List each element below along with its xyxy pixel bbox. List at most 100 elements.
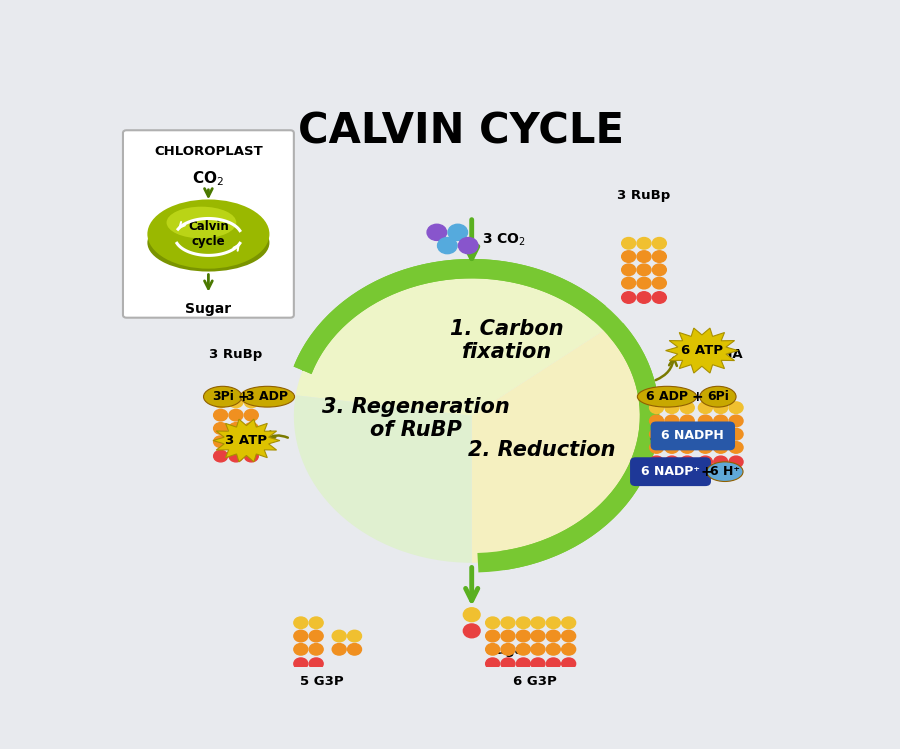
Text: CALVIN CYCLE: CALVIN CYCLE bbox=[298, 110, 625, 152]
Circle shape bbox=[293, 617, 308, 628]
Circle shape bbox=[464, 624, 480, 638]
Circle shape bbox=[714, 402, 728, 413]
Text: CO$_2$: CO$_2$ bbox=[193, 169, 224, 187]
Circle shape bbox=[714, 456, 728, 467]
Ellipse shape bbox=[240, 386, 294, 407]
Wedge shape bbox=[295, 269, 612, 416]
Wedge shape bbox=[294, 395, 472, 562]
Circle shape bbox=[213, 396, 228, 407]
Circle shape bbox=[486, 630, 500, 642]
Circle shape bbox=[729, 456, 743, 467]
Circle shape bbox=[428, 224, 446, 240]
Circle shape bbox=[517, 643, 530, 655]
Circle shape bbox=[293, 643, 308, 655]
Circle shape bbox=[448, 224, 467, 240]
Text: 6 NADPH: 6 NADPH bbox=[662, 429, 724, 443]
Circle shape bbox=[310, 617, 323, 628]
Circle shape bbox=[244, 396, 258, 407]
Circle shape bbox=[464, 607, 480, 622]
Ellipse shape bbox=[166, 207, 237, 238]
Polygon shape bbox=[213, 419, 280, 462]
Circle shape bbox=[698, 428, 713, 440]
Text: 3. Regeneration
of RuBP: 3. Regeneration of RuBP bbox=[322, 397, 509, 440]
Circle shape bbox=[562, 617, 576, 628]
Polygon shape bbox=[666, 328, 738, 373]
Ellipse shape bbox=[706, 462, 743, 482]
Circle shape bbox=[680, 402, 694, 413]
Circle shape bbox=[680, 428, 694, 440]
Circle shape bbox=[622, 277, 635, 289]
Circle shape bbox=[650, 402, 663, 413]
Circle shape bbox=[244, 450, 258, 462]
Circle shape bbox=[244, 410, 258, 421]
Ellipse shape bbox=[700, 386, 736, 407]
Circle shape bbox=[531, 643, 545, 655]
Circle shape bbox=[698, 442, 713, 453]
Circle shape bbox=[293, 630, 308, 642]
Text: +: + bbox=[700, 464, 712, 479]
Circle shape bbox=[310, 643, 323, 655]
Circle shape bbox=[347, 643, 362, 655]
Ellipse shape bbox=[148, 199, 269, 269]
Circle shape bbox=[229, 436, 243, 447]
Circle shape bbox=[562, 643, 576, 655]
Circle shape bbox=[437, 237, 457, 254]
Text: 3 ADP: 3 ADP bbox=[247, 390, 288, 403]
Wedge shape bbox=[472, 325, 650, 562]
Ellipse shape bbox=[203, 386, 242, 407]
Circle shape bbox=[714, 428, 728, 440]
Text: Calvin
cycle: Calvin cycle bbox=[188, 220, 229, 248]
Circle shape bbox=[698, 456, 713, 467]
Circle shape bbox=[501, 617, 515, 628]
Circle shape bbox=[229, 396, 243, 407]
Circle shape bbox=[229, 422, 243, 434]
FancyBboxPatch shape bbox=[123, 130, 293, 318]
Circle shape bbox=[652, 277, 666, 289]
Circle shape bbox=[229, 410, 243, 421]
Circle shape bbox=[517, 617, 530, 628]
Circle shape bbox=[310, 630, 323, 642]
Circle shape bbox=[517, 630, 530, 642]
Circle shape bbox=[622, 237, 635, 249]
Circle shape bbox=[729, 402, 743, 413]
Circle shape bbox=[562, 658, 576, 670]
Circle shape bbox=[637, 237, 651, 249]
Circle shape bbox=[729, 428, 743, 440]
Circle shape bbox=[501, 630, 515, 642]
Circle shape bbox=[665, 428, 679, 440]
Circle shape bbox=[680, 415, 694, 427]
Text: 6 H⁺: 6 H⁺ bbox=[710, 465, 740, 478]
Text: 3Pi: 3Pi bbox=[212, 390, 234, 403]
Circle shape bbox=[650, 415, 663, 427]
Circle shape bbox=[531, 658, 545, 670]
Circle shape bbox=[665, 415, 679, 427]
Circle shape bbox=[665, 442, 679, 453]
Circle shape bbox=[244, 436, 258, 447]
Circle shape bbox=[650, 442, 663, 453]
Circle shape bbox=[637, 264, 651, 276]
Circle shape bbox=[637, 251, 651, 262]
Circle shape bbox=[729, 415, 743, 427]
Text: 6 3-PGA: 6 3-PGA bbox=[682, 348, 742, 361]
FancyBboxPatch shape bbox=[651, 422, 735, 450]
Circle shape bbox=[546, 630, 561, 642]
Text: 3 RuBp: 3 RuBp bbox=[617, 189, 670, 202]
Circle shape bbox=[562, 630, 576, 642]
Circle shape bbox=[229, 450, 243, 462]
Ellipse shape bbox=[637, 386, 697, 407]
Text: CHLOROPLAST: CHLOROPLAST bbox=[154, 145, 263, 158]
Circle shape bbox=[501, 658, 515, 670]
Text: 6 NADP⁺: 6 NADP⁺ bbox=[641, 465, 700, 478]
Circle shape bbox=[486, 643, 500, 655]
Circle shape bbox=[486, 617, 500, 628]
Circle shape bbox=[637, 277, 651, 289]
Circle shape bbox=[531, 617, 545, 628]
Circle shape bbox=[332, 643, 347, 655]
Circle shape bbox=[546, 658, 561, 670]
Text: 1. Carbon
fixation: 1. Carbon fixation bbox=[450, 319, 563, 363]
Circle shape bbox=[546, 643, 561, 655]
Circle shape bbox=[729, 442, 743, 453]
Circle shape bbox=[680, 442, 694, 453]
Circle shape bbox=[531, 630, 545, 642]
Circle shape bbox=[622, 264, 635, 276]
